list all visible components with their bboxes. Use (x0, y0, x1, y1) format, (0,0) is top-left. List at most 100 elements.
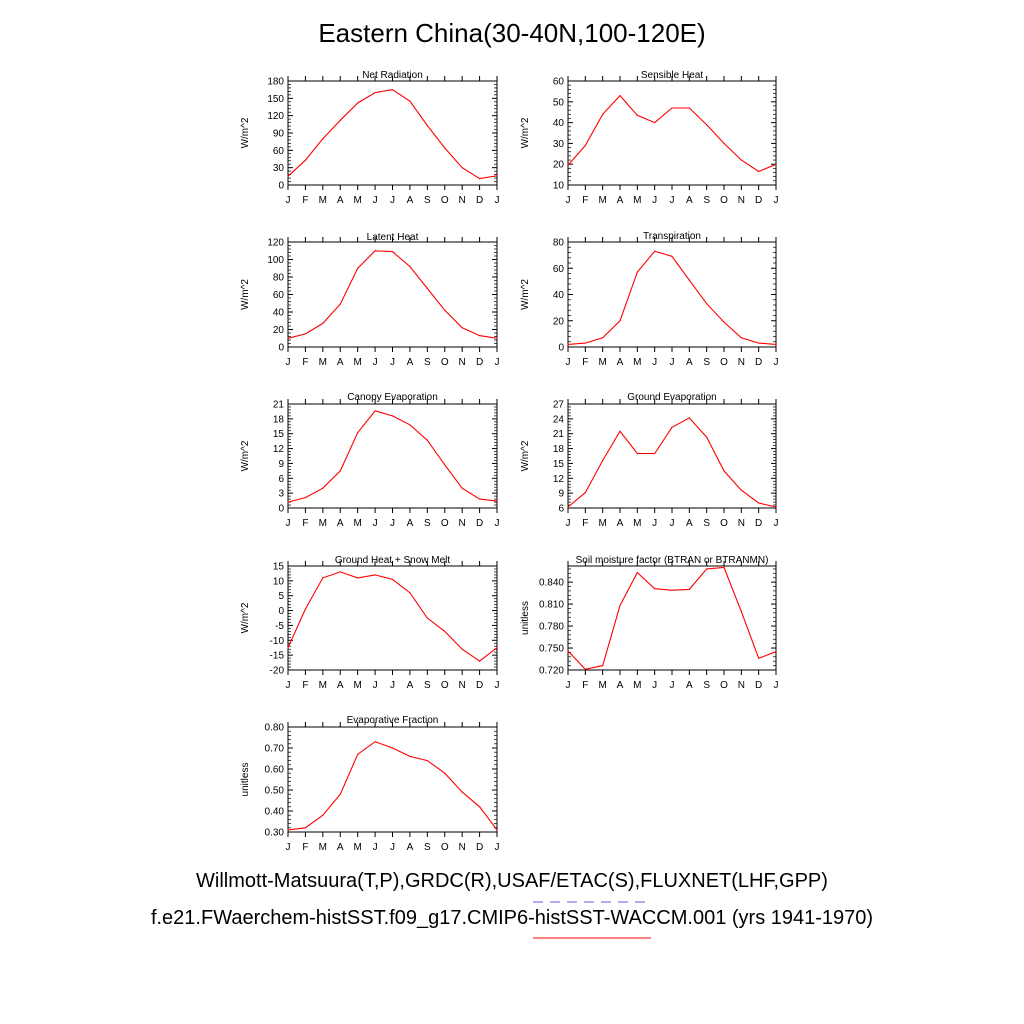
x-tick-label: J (652, 357, 657, 368)
x-tick-label: D (755, 680, 762, 691)
x-tick-label: O (441, 680, 449, 691)
x-tick-label: J (495, 357, 500, 368)
x-tick-label: J (390, 680, 395, 691)
x-tick-label: S (703, 195, 710, 206)
data-point (461, 487, 463, 489)
x-tick-label: J (652, 195, 657, 206)
x-tick-label: N (459, 195, 466, 206)
x-tick-label: J (373, 357, 378, 368)
data-point (426, 287, 428, 289)
data-point (671, 589, 673, 591)
x-tick-label: J (373, 680, 378, 691)
data-point (374, 741, 376, 743)
x-tick-label: S (424, 842, 431, 853)
x-tick-label: M (319, 195, 327, 206)
data-point (706, 124, 708, 126)
y-tick-label: 0 (278, 504, 284, 515)
data-point (426, 439, 428, 441)
data-point (654, 452, 656, 455)
x-tick-label: F (302, 357, 308, 368)
data-point (339, 571, 341, 573)
x-tick-label: J (670, 518, 675, 529)
y-tick-label: 9 (278, 459, 284, 470)
x-tick-label: S (703, 680, 710, 691)
data-point (444, 309, 446, 311)
x-tick-label: M (633, 680, 641, 691)
data-point (636, 571, 638, 574)
data-point (496, 647, 498, 649)
y-tick-label: 15 (273, 562, 285, 573)
x-tick-label: A (686, 195, 693, 206)
data-point (740, 489, 742, 491)
data-point (478, 335, 481, 337)
data-point (478, 178, 481, 180)
data-point (723, 566, 725, 569)
x-tick-label: A (337, 518, 344, 529)
data-point (357, 267, 359, 269)
x-tick-label: J (373, 842, 378, 853)
x-tick-label: O (441, 518, 449, 529)
plot-frame (567, 565, 777, 671)
data-point (444, 147, 446, 149)
panel-title: Ground Evaporation (627, 392, 717, 403)
data-point (602, 337, 604, 339)
data-point (391, 578, 394, 580)
data-point (374, 410, 376, 412)
x-tick-label: J (774, 518, 779, 529)
panel-title: Canopy Evaporation (347, 392, 438, 403)
data-point (391, 747, 394, 749)
chart-panel: Ground Heat + Snow Melt W/m^2 -20 -15 -10 -5 0… (240, 555, 500, 691)
x-tick-label: J (286, 195, 291, 206)
data-point (461, 167, 463, 169)
x-tick-label: J (495, 842, 500, 853)
x-tick-label: J (495, 518, 500, 529)
x-tick-label: J (390, 842, 395, 853)
data-point (339, 119, 341, 121)
x-tick-label: J (286, 680, 291, 691)
x-tick-label: M (353, 195, 361, 206)
y-tick-label: 18 (553, 444, 565, 455)
data-point (409, 755, 411, 758)
data-point (374, 574, 376, 576)
x-tick-label: D (476, 195, 483, 206)
x-tick-label: N (738, 680, 745, 691)
x-tick-label: M (633, 357, 641, 368)
x-tick-label: D (476, 518, 483, 529)
data-point (775, 163, 777, 165)
chart-panel: Soil moisture factor (BTRAN or BTRANMN) u… (520, 555, 779, 691)
data-point (775, 343, 777, 345)
data-point (496, 829, 498, 831)
x-tick-label: M (319, 518, 327, 529)
x-tick-label: F (582, 195, 588, 206)
panel-title: Transpiration (643, 231, 701, 242)
data-point (339, 470, 341, 472)
panel-title: Evaporative Fraction (347, 715, 439, 726)
x-tick-label: A (686, 680, 693, 691)
y-axis-label: W/m^2 (240, 117, 251, 148)
y-tick-label: 21 (553, 429, 565, 440)
y-tick-label: 150 (267, 94, 284, 105)
data-point (740, 159, 742, 161)
panel-title: Ground Heat + Snow Melt (335, 555, 451, 566)
x-tick-label: D (755, 357, 762, 368)
y-tick-label: 20 (273, 325, 285, 336)
x-tick-label: D (476, 680, 483, 691)
x-tick-label: M (319, 842, 327, 853)
x-tick-label: J (774, 195, 779, 206)
y-tick-label: 80 (553, 238, 565, 249)
x-tick-label: A (617, 518, 624, 529)
x-tick-label: F (582, 518, 588, 529)
x-tick-label: M (633, 195, 641, 206)
x-tick-label: J (390, 357, 395, 368)
y-tick-label: 0 (278, 606, 284, 617)
data-point (688, 417, 690, 419)
plot-frame (287, 403, 498, 509)
x-tick-label: S (703, 518, 710, 529)
x-tick-label: N (738, 357, 745, 368)
data-point (723, 142, 725, 144)
x-tick-label: M (353, 518, 361, 529)
